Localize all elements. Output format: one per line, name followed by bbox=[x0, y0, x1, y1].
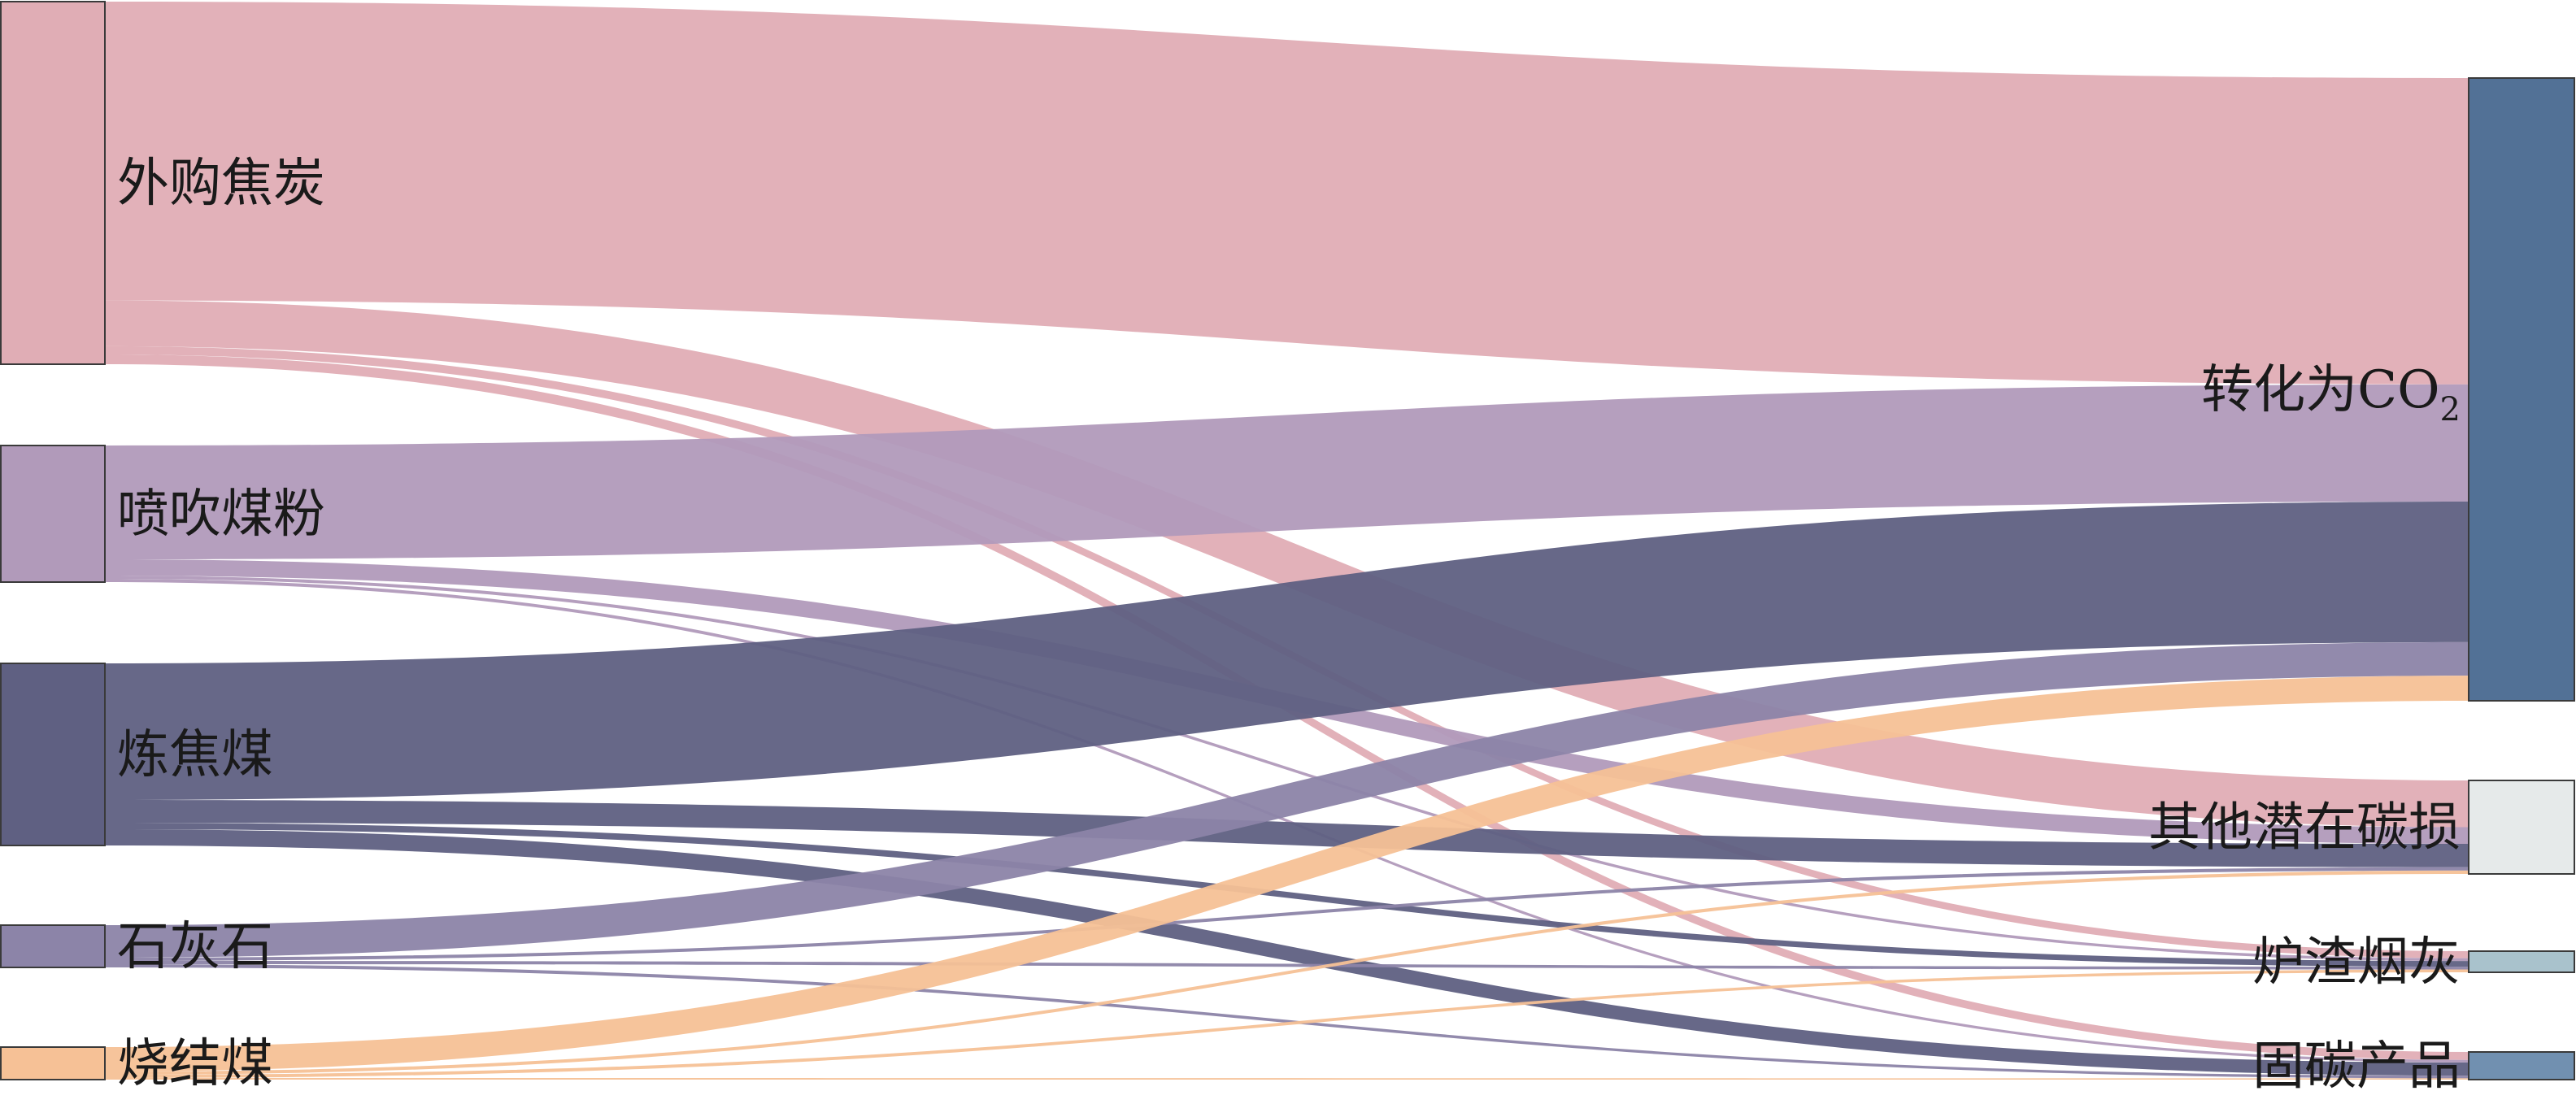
target-label-loss: 其他潜在碳损 bbox=[2148, 798, 2461, 858]
source-node-coking_coal bbox=[0, 663, 106, 846]
source-label-coking_coal: 炼焦煤 bbox=[117, 725, 273, 785]
target-node-fixed bbox=[2468, 1051, 2575, 1080]
target-label-text: 炉渣烟灰 bbox=[2252, 932, 2461, 993]
source-node-pci bbox=[0, 445, 106, 583]
sankey-nodes bbox=[0, 1, 2575, 1080]
flow-coking_coal-to-loss bbox=[106, 800, 2469, 867]
source-node-coke bbox=[0, 1, 106, 365]
flow-coking_coal-to-fixed bbox=[106, 829, 2469, 1076]
sankey-links bbox=[106, 2, 2469, 1080]
flow-coke-to-co2 bbox=[106, 2, 2469, 385]
target-node-slag bbox=[2468, 950, 2575, 973]
source-node-limestone bbox=[0, 924, 106, 968]
flow-limestone-to-slag bbox=[106, 961, 2469, 970]
source-node-sinter_coal bbox=[0, 1046, 106, 1080]
target-node-loss bbox=[2468, 780, 2575, 875]
flow-limestone-to-loss bbox=[106, 867, 2469, 961]
flow-sinter_coal-to-loss bbox=[106, 870, 2469, 1075]
target-node-co2 bbox=[2468, 77, 2575, 702]
flow-sinter_coal-to-fixed bbox=[106, 1078, 2469, 1080]
source-label-pci: 喷吹煤粉 bbox=[117, 485, 325, 545]
target-label-text: 转化为CO bbox=[2201, 360, 2439, 420]
flow-pci-to-fixed bbox=[106, 579, 2469, 1063]
flow-pci-to-co2 bbox=[106, 384, 2469, 559]
source-label-sinter_coal: 烧结煤 bbox=[117, 1034, 273, 1094]
flow-coking_coal-to-co2 bbox=[106, 501, 2469, 800]
source-label-coke: 外购焦炭 bbox=[117, 154, 325, 214]
flow-coking_coal-to-slag bbox=[106, 823, 2469, 967]
target-label-fixed: 固碳产品 bbox=[2252, 1037, 2461, 1097]
flow-limestone-to-fixed bbox=[106, 964, 2469, 1079]
target-label-slag: 炉渣烟灰 bbox=[2252, 932, 2461, 993]
flow-limestone-to-co2 bbox=[106, 641, 2469, 958]
target-label-text: 其他潜在碳损 bbox=[2148, 798, 2461, 858]
flow-sinter_coal-to-co2 bbox=[106, 676, 2469, 1071]
target-label-text: 固碳产品 bbox=[2252, 1037, 2461, 1097]
target-label-co2: 转化为CO2 bbox=[2201, 360, 2461, 428]
flow-coke-to-loss bbox=[106, 300, 2469, 828]
target-label-subscript: 2 bbox=[2440, 391, 2461, 428]
source-label-limestone: 石灰石 bbox=[117, 917, 273, 977]
flow-sinter_coal-to-slag bbox=[106, 969, 2469, 1078]
flow-pci-to-slag bbox=[106, 576, 2469, 962]
